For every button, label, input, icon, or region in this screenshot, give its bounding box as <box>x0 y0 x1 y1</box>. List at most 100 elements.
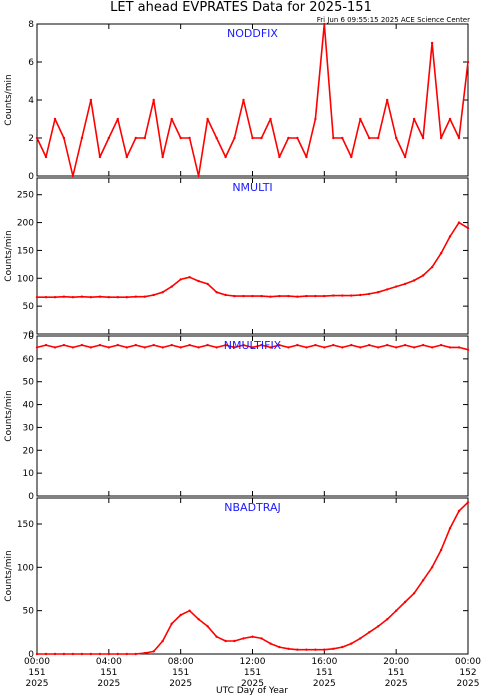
panels: 02468Counts/minNODDFIX050100150200250Cou… <box>4 20 470 660</box>
data-point <box>386 343 389 347</box>
data-point <box>296 136 299 140</box>
data-point <box>224 293 227 297</box>
data-point <box>224 639 227 643</box>
data-point <box>206 117 209 121</box>
data-point <box>323 294 326 298</box>
data-point <box>260 343 263 347</box>
data-point <box>206 343 209 347</box>
data-point <box>116 296 120 299</box>
data-point <box>134 136 137 140</box>
x-tick-label: 152 <box>459 668 476 678</box>
data-point <box>287 647 290 650</box>
x-tick-label: 20:00 <box>383 657 409 667</box>
panel-nmulti: 0 50 100 150 200 250 Counts/min NMULTI <box>4 177 470 340</box>
data-point <box>125 296 128 299</box>
panel-frame <box>36 497 469 655</box>
data-point <box>134 652 137 656</box>
data-point <box>466 60 470 64</box>
panel-nbadtraj: 0 50 100 150 Counts/min NBADTRAJ <box>4 497 470 660</box>
data-point <box>350 343 353 347</box>
data-point <box>152 293 155 297</box>
data-point <box>170 117 173 121</box>
data-point <box>206 625 209 628</box>
y-tick-label: 0 <box>28 330 34 340</box>
data-point <box>224 343 227 347</box>
data-point <box>233 294 236 298</box>
x-tick-label: 2025 <box>385 679 408 689</box>
x-tick-label: 2025 <box>97 679 120 689</box>
data-point <box>188 609 191 612</box>
data-point <box>197 618 200 621</box>
data-point <box>296 648 299 651</box>
data-point <box>44 296 48 299</box>
x-tick-label: 2025 <box>26 679 49 689</box>
data-point <box>44 155 48 159</box>
data-point <box>89 98 93 102</box>
data-point <box>314 117 317 121</box>
y-tick-label: 8 <box>28 20 34 30</box>
data-point <box>350 642 353 645</box>
data-point <box>439 252 443 255</box>
y-tick-label: 2 <box>28 134 34 144</box>
data-point <box>341 645 344 649</box>
panel-frame <box>36 335 469 497</box>
data-point <box>341 294 344 297</box>
data-point <box>305 346 308 349</box>
data-point <box>152 343 155 347</box>
data-point <box>143 136 146 140</box>
data-point <box>71 652 75 656</box>
panel-label: NBADTRAJ <box>224 501 280 514</box>
y-axis-label: Counts/min <box>4 74 14 125</box>
data-point <box>125 652 128 656</box>
data-point <box>251 294 254 298</box>
data-point <box>314 343 317 347</box>
data-point <box>421 343 425 347</box>
data-point <box>430 346 434 349</box>
data-point <box>457 221 461 224</box>
data-point <box>377 346 380 349</box>
data-point <box>278 343 281 347</box>
data-point <box>412 279 416 282</box>
data-point <box>466 226 470 230</box>
panel-noddfix: 0 2 4 6 8 Counts/min NODDFIX <box>4 20 470 182</box>
data-point <box>170 622 173 625</box>
data-point <box>116 343 120 347</box>
data-point <box>421 579 425 582</box>
data-point <box>466 348 470 351</box>
data-point <box>35 346 39 349</box>
data-point <box>53 652 57 656</box>
data-point <box>448 346 452 349</box>
data-point <box>412 592 416 595</box>
data-point <box>35 652 39 656</box>
data-point <box>278 294 281 298</box>
y-tick-label: 70 <box>23 332 35 342</box>
data-point <box>215 291 218 294</box>
data-point <box>359 117 362 121</box>
data-point <box>395 346 398 349</box>
data-point <box>359 293 362 297</box>
data-point <box>215 136 218 140</box>
data-point <box>98 295 102 298</box>
data-point <box>62 343 66 347</box>
x-tick-label: 151 <box>100 668 117 678</box>
y-tick-label: 30 <box>23 423 35 433</box>
data-point <box>403 600 407 604</box>
data-point <box>377 625 380 628</box>
data-point <box>368 136 371 140</box>
data-point <box>134 295 137 298</box>
y-tick-label: 60 <box>23 355 35 365</box>
data-point <box>395 285 398 288</box>
data-point <box>89 652 93 656</box>
y-tick-label: 50 <box>23 302 35 312</box>
y-tick-label: 50 <box>23 607 35 617</box>
x-tick-label: 16:00 <box>311 657 337 667</box>
data-point <box>359 637 362 640</box>
data-point <box>287 294 290 298</box>
data-point <box>143 346 146 349</box>
data-point <box>341 346 344 349</box>
data-point <box>278 155 281 159</box>
y-tick-label: 150 <box>17 246 34 256</box>
data-point <box>44 343 48 347</box>
data-point <box>80 136 84 140</box>
data-point <box>179 346 182 349</box>
